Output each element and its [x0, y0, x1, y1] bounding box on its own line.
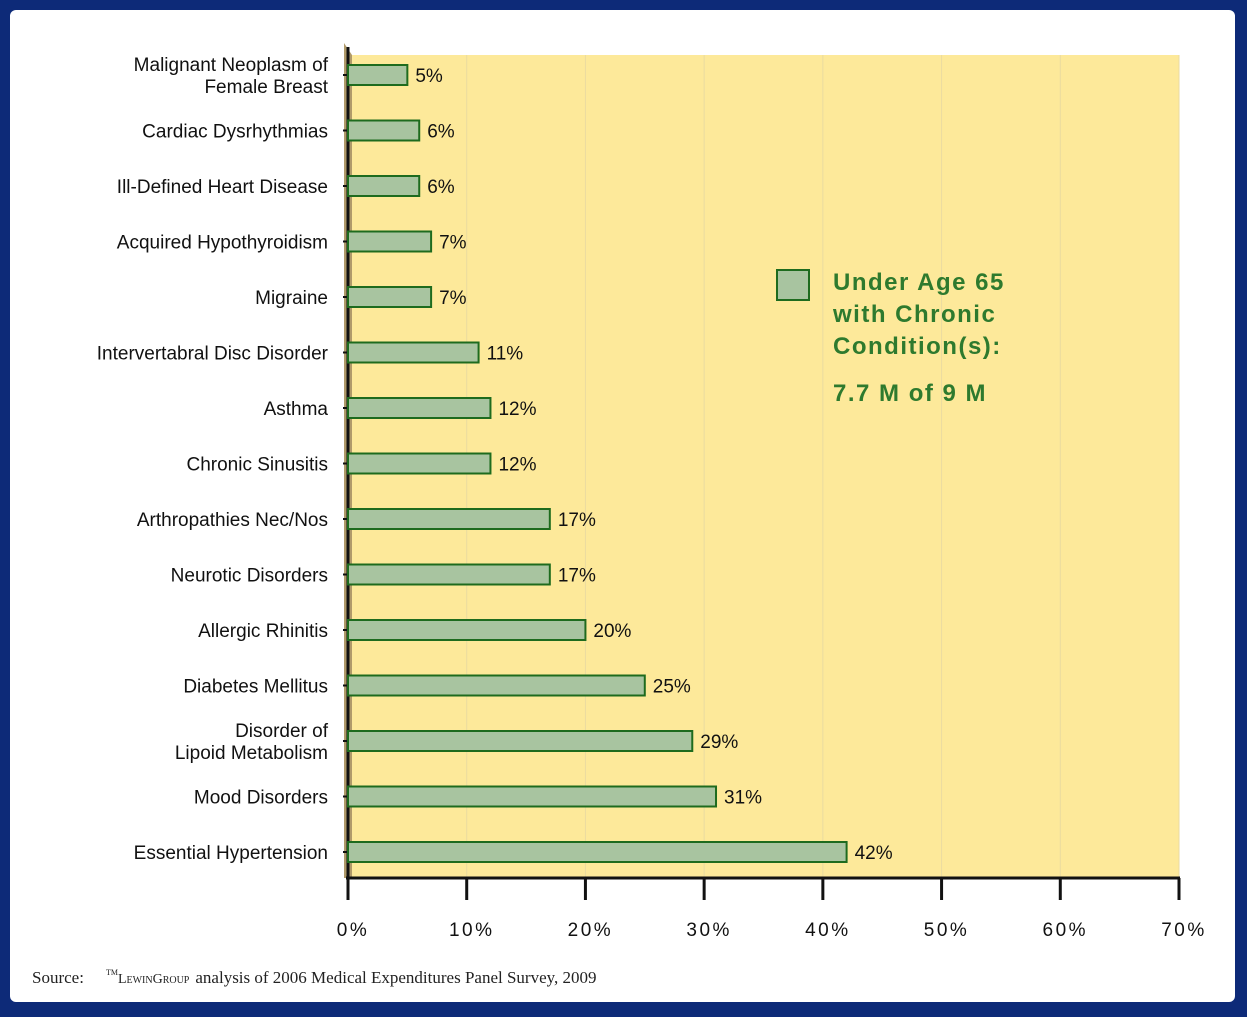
source-note: Source: TMLewinGroup analysis of 2006 Medi… — [32, 968, 597, 988]
bar-value-label: 25% — [653, 677, 691, 698]
bar — [347, 175, 421, 197]
bar-value-label: 6% — [427, 177, 455, 198]
brand-trademark: TM — [105, 968, 118, 977]
bar-value-label: 12% — [498, 455, 536, 476]
legend-swatch — [776, 269, 810, 301]
source-text: analysis of 2006 Medical Expenditures Pa… — [195, 968, 597, 987]
category-label: Intervertabral Disc Disorder — [97, 344, 329, 365]
category-label: Chronic Sinusitis — [187, 455, 329, 476]
category-label: Arthropathies Nec/Nos — [137, 510, 328, 531]
bar-value-label: 17% — [558, 566, 596, 587]
bar-value-label: 17% — [558, 510, 596, 531]
brand-name: LewinGroup — [117, 972, 190, 987]
bar — [347, 841, 848, 863]
bar — [347, 452, 492, 475]
category-label: Diabetes Mellitus — [183, 677, 328, 698]
bar-value-label: 7% — [439, 288, 467, 309]
x-tick-label: 60% — [1043, 920, 1089, 941]
bar — [347, 563, 551, 586]
bar — [347, 619, 587, 641]
bar-value-label: 6% — [427, 122, 455, 143]
bar-value-label: 11% — [487, 344, 524, 365]
bar — [347, 397, 492, 419]
bar — [347, 508, 551, 530]
category-label: Essential Hypertension — [134, 843, 328, 864]
bar — [347, 230, 433, 253]
bar — [347, 64, 409, 86]
bar-value-label: 5% — [415, 66, 443, 87]
x-tick-label: 40% — [805, 920, 851, 941]
bar-value-label: 7% — [439, 233, 467, 254]
category-label: Acquired Hypothyroidism — [117, 233, 328, 254]
category-label: Malignant Neoplasm of — [134, 55, 329, 76]
bar — [347, 785, 718, 808]
category-label: Migraine — [255, 288, 328, 309]
category-label: Ill-Defined Heart Disease — [117, 177, 328, 198]
category-label: Female Breast — [204, 77, 328, 98]
x-tick-label: 10% — [449, 920, 495, 941]
bar — [347, 341, 480, 364]
chart-frame: 0% 10% 20% 30% 40% 50% 60% 70% 5% Malignant Neopl… — [10, 10, 1235, 1002]
category-label: Disorder of — [235, 721, 329, 742]
x-tick-label: 0% — [337, 920, 369, 941]
category-label: Lipoid Metabolism — [175, 743, 328, 764]
bar-value-label: 20% — [593, 621, 631, 642]
bar-value-label: 12% — [498, 399, 536, 420]
category-label: Allergic Rhinitis — [198, 621, 328, 642]
legend-label: Under Age 65 — [833, 269, 1005, 296]
bar-value-label: 29% — [700, 732, 738, 753]
legend-note: 7.7 M of 9 M — [833, 380, 987, 407]
bar-value-label: 31% — [724, 788, 762, 809]
bar — [347, 730, 694, 752]
x-tick-label: 50% — [924, 920, 970, 941]
bar-value-label: 42% — [855, 843, 893, 864]
source-label: Source: — [32, 968, 84, 987]
x-tick-label: 20% — [568, 920, 614, 941]
category-label: Cardiac Dysrhythmias — [142, 122, 328, 143]
x-tick-label: 70% — [1161, 920, 1207, 941]
bar-chart: 0% 10% 20% 30% 40% 50% 60% 70% 5% Malignant Neopl… — [97, 43, 1207, 941]
x-tick-label: 30% — [686, 920, 732, 941]
legend-label: with Chronic — [832, 301, 996, 328]
category-label: Neurotic Disorders — [171, 566, 328, 587]
bar — [347, 674, 646, 697]
bar — [347, 286, 433, 308]
category-label: Asthma — [264, 399, 329, 420]
bar — [347, 119, 421, 142]
category-label: Mood Disorders — [194, 788, 328, 809]
legend-label: Condition(s): — [833, 333, 1002, 360]
